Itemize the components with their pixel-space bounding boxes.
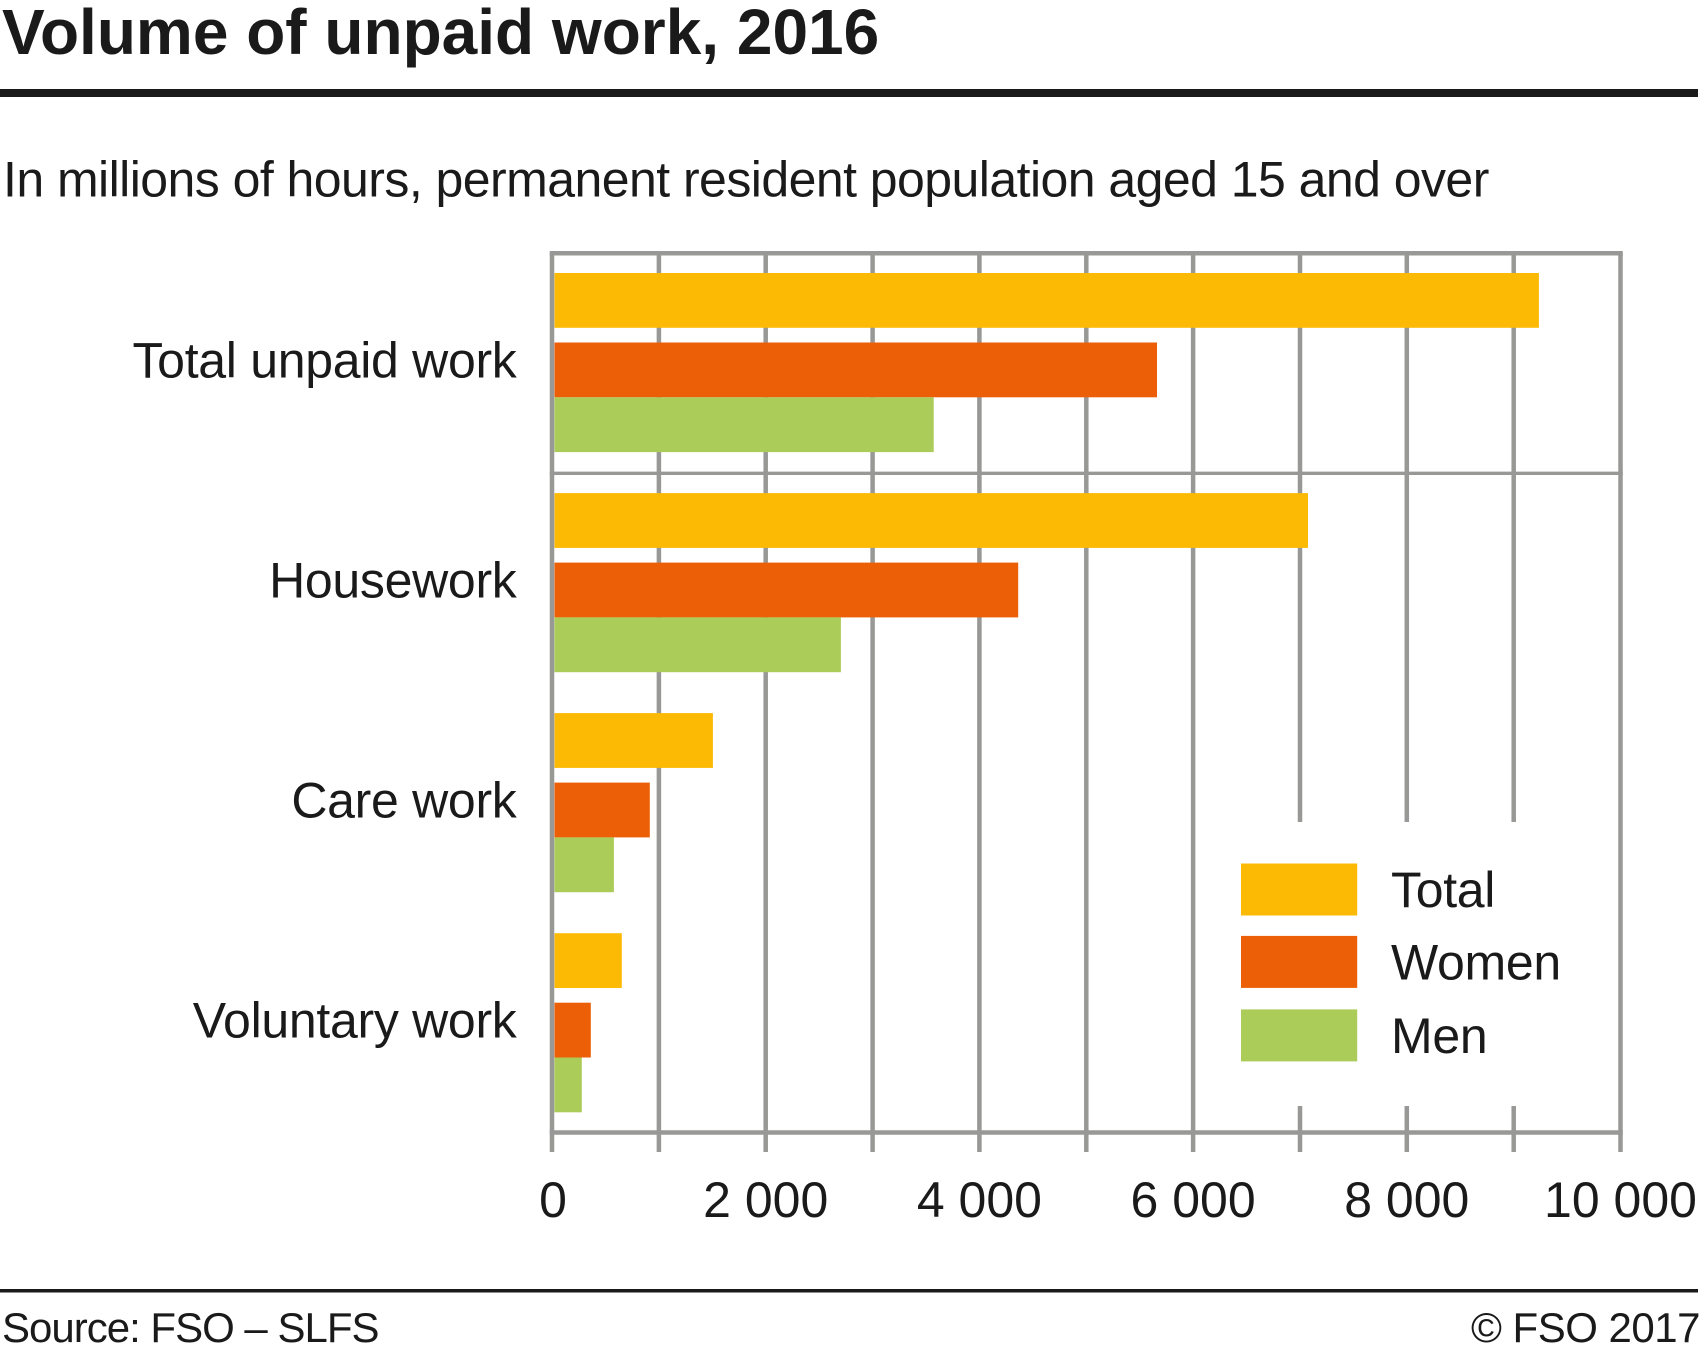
svg-text:Volume of unpaid work, 2016: Volume of unpaid work, 2016 <box>2 0 879 68</box>
svg-text:4 000: 4 000 <box>917 1172 1042 1228</box>
svg-text:In millions of hours, permanen: In millions of hours, permanent resident… <box>3 152 1489 208</box>
svg-text:Women: Women <box>1391 935 1561 991</box>
svg-text:Voluntary work: Voluntary work <box>193 993 518 1049</box>
svg-text:10 000: 10 000 <box>1544 1172 1697 1228</box>
svg-text:Source: FSO – SLFS: Source: FSO – SLFS <box>2 1304 379 1351</box>
svg-text:0: 0 <box>539 1172 567 1228</box>
svg-text:Men: Men <box>1391 1008 1487 1064</box>
svg-text:8 000: 8 000 <box>1344 1172 1469 1228</box>
svg-text:2 000: 2 000 <box>703 1172 828 1228</box>
svg-text:6 000: 6 000 <box>1131 1172 1256 1228</box>
svg-text:Total unpaid work: Total unpaid work <box>132 333 517 389</box>
svg-text:Housework: Housework <box>269 553 518 609</box>
svg-text:© FSO 2017: © FSO 2017 <box>1471 1304 1700 1351</box>
svg-text:Care work: Care work <box>291 773 517 829</box>
svg-text:Total: Total <box>1391 862 1495 918</box>
